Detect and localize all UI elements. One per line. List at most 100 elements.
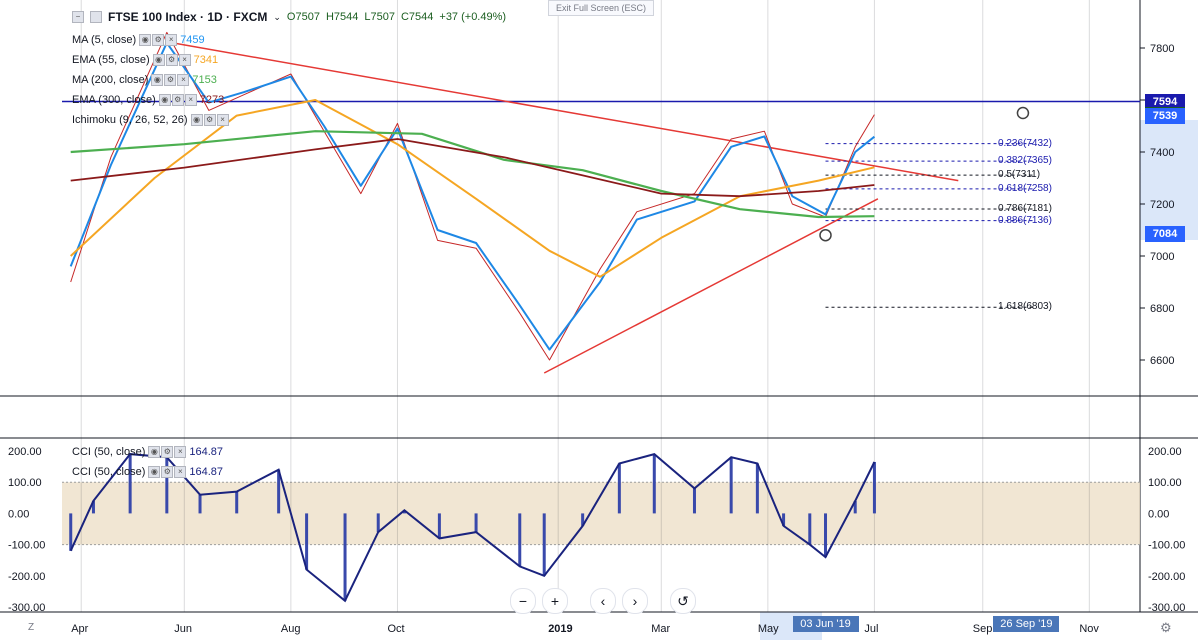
cci-tick-label-left: 100.00 [8, 477, 42, 489]
cci-bar [128, 454, 132, 514]
series-line-1 [69, 41, 876, 351]
ohlc-low: L7507 [364, 11, 395, 23]
collapse-icon[interactable]: − [72, 11, 84, 23]
cci-bar [853, 500, 857, 514]
cci-bar [755, 463, 759, 514]
cci-indicator-row[interactable]: CCI (50, close) ◉ ⚙ × 164.87 [72, 446, 223, 458]
indicator-value: 7273 [199, 94, 225, 106]
time-tick-label: Aug [281, 623, 301, 635]
close-icon[interactable]: × [178, 54, 191, 66]
close-icon[interactable]: × [174, 466, 187, 478]
indicator-value: 7153 [192, 74, 217, 86]
time-tick-label: 2019 [548, 623, 572, 635]
cci-value: 164.87 [189, 466, 224, 478]
close-icon[interactable]: × [174, 446, 187, 458]
cci-label: CCI (50, close) [72, 466, 146, 478]
gear-icon[interactable]: ⚙ [203, 114, 216, 126]
time-tick-label: Sep [973, 623, 993, 635]
cci-tick-label-left: -100.00 [8, 540, 45, 552]
trendline-lower [543, 198, 879, 374]
close-icon[interactable]: × [177, 74, 190, 86]
time-tag: 26 Sep '19 [993, 616, 1060, 632]
cci-tick-label: 100.00 [1148, 477, 1182, 489]
exit-fullscreen-button[interactable]: Exit Full Screen (ESC) [548, 0, 654, 16]
cci-bar [69, 513, 73, 551]
time-tick-label: Jul [864, 623, 878, 635]
cci-indicator-row[interactable]: CCI (50, close) ◉ ⚙ × 164.87 [72, 466, 223, 478]
indicator-label: Ichimoku (9, 26, 52, 26) [72, 114, 188, 126]
gear-icon[interactable]: ⚙ [161, 446, 174, 458]
scroll-left-button[interactable]: ‹ [590, 588, 616, 614]
cci-label: CCI (50, close) [72, 446, 146, 458]
cci-bar [305, 513, 309, 570]
cci-band [62, 482, 1140, 545]
price-axis-highlight [1140, 120, 1198, 240]
price-tag: 7594 [1145, 93, 1185, 110]
gear-icon[interactable]: ⚙ [165, 54, 178, 66]
fib-level-label: 1.618(6803) [998, 301, 1052, 313]
series-line-3 [70, 130, 875, 219]
gear-icon[interactable]: ⚙ [171, 94, 184, 106]
reset-chart-button[interactable]: ↺ [670, 588, 696, 614]
price-tag: 7084 [1145, 226, 1185, 243]
close-icon[interactable]: × [165, 34, 178, 46]
zoom-out-button[interactable]: − [510, 588, 536, 614]
symbol-logo-icon [90, 11, 102, 23]
cci-bar [782, 513, 786, 526]
indicator-label: EMA (55, close) [72, 54, 150, 66]
ohlc-high: H7544 [325, 11, 359, 23]
cci-bar [198, 494, 202, 514]
close-icon[interactable]: × [184, 94, 197, 106]
indicator-value: 7459 [180, 34, 205, 46]
symbol-header: − FTSE 100 Index · 1D · FXCM ⌄ O7507 H75… [72, 10, 506, 24]
gear-icon[interactable]: ⚙ [152, 34, 165, 46]
cci-tick-label-left: -200.00 [8, 571, 45, 583]
price-tick-label: 7000 [1150, 251, 1174, 263]
cci-bar [235, 491, 239, 514]
zoom-in-button[interactable]: + [542, 588, 568, 614]
target-marker [1016, 106, 1030, 120]
chevron-down-icon[interactable]: ⌄ [273, 11, 281, 22]
cci-value: 164.87 [189, 446, 224, 458]
indicator-row[interactable]: Ichimoku (9, 26, 52, 26) ◉ ⚙ × [72, 114, 229, 126]
indicator-label: MA (5, close) [72, 34, 137, 46]
indicator-row[interactable]: EMA (300, close) ◉ ⚙ × 7273 [72, 94, 224, 106]
time-tick-label: May [758, 623, 779, 635]
cci-bar [165, 457, 169, 514]
price-tick-label: 7400 [1150, 147, 1174, 159]
gear-icon[interactable]: ⚙ [161, 466, 174, 478]
eye-icon[interactable]: ◉ [152, 54, 165, 66]
eye-icon[interactable]: ◉ [139, 34, 152, 46]
cci-tick-label-left: -300.00 [8, 602, 45, 614]
cci-bar [277, 469, 281, 514]
timezone-button[interactable]: Z [28, 622, 35, 633]
fib-level-label: 0.618(7258) [998, 182, 1052, 194]
indicator-label: MA (200, close) [72, 74, 149, 86]
price-tick-label: 7200 [1150, 199, 1174, 211]
eye-icon[interactable]: ◉ [151, 74, 164, 86]
indicator-row[interactable]: MA (5, close) ◉ ⚙ × 7459 [72, 34, 205, 46]
ohlc-close: C7544 [400, 11, 434, 23]
cci-bar [729, 457, 733, 514]
eye-icon[interactable]: ◉ [148, 446, 161, 458]
symbol-title[interactable]: FTSE 100 Index · 1D · FXCM [108, 10, 268, 24]
cci-bar [91, 500, 95, 514]
cci-bar [808, 513, 812, 545]
settings-gear-icon[interactable]: ⚙ [1160, 620, 1172, 635]
close-icon[interactable]: × [216, 114, 229, 126]
cci-tick-label-left: 200.00 [8, 446, 42, 458]
eye-icon[interactable]: ◉ [158, 94, 171, 106]
eye-icon[interactable]: ◉ [148, 466, 161, 478]
indicator-row[interactable]: EMA (55, close) ◉ ⚙ × 7341 [72, 54, 218, 66]
gear-icon[interactable]: ⚙ [164, 74, 177, 86]
cci-bar [542, 513, 546, 576]
indicator-row[interactable]: MA (200, close) ◉ ⚙ × 7153 [72, 74, 217, 86]
eye-icon[interactable]: ◉ [190, 114, 203, 126]
cci-tick-label: -100.00 [1148, 540, 1185, 552]
cci-bar [652, 454, 656, 514]
indicator-value: 7341 [193, 54, 219, 66]
cci-bar [617, 463, 621, 514]
scroll-right-button[interactable]: › [622, 588, 648, 614]
cci-bar [824, 513, 828, 558]
cci-bar [692, 488, 696, 514]
